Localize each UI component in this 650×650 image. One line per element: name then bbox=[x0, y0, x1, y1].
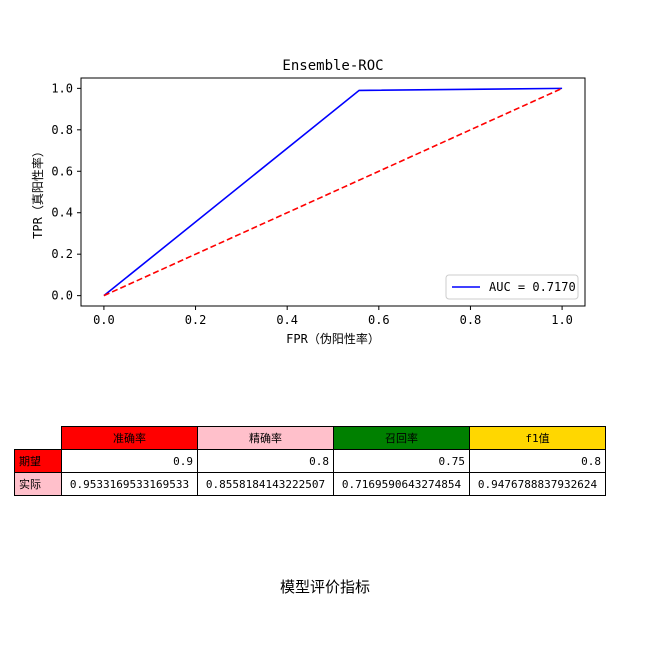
series-layer bbox=[103, 87, 563, 297]
table-cell: 0.8558184143222507 bbox=[197, 472, 334, 496]
column-header-f1: f1值 bbox=[469, 426, 606, 450]
column-header-recall: 召回率 bbox=[333, 426, 470, 450]
table-cell: 0.9476788837932624 bbox=[469, 472, 606, 496]
x-tick-label: 0.0 bbox=[93, 313, 115, 327]
y-tick-label: 0.0 bbox=[51, 289, 73, 303]
y-tick-label: 0.2 bbox=[51, 247, 73, 261]
table-cell: 0.8 bbox=[469, 449, 606, 473]
legend: AUC = 0.7170 bbox=[445, 274, 579, 300]
table-cell: 0.9 bbox=[61, 449, 198, 473]
x-tick-label: 0.2 bbox=[185, 313, 207, 327]
y-tick-label: 1.0 bbox=[51, 81, 73, 95]
table-corner bbox=[15, 427, 62, 450]
roc-chart: Ensemble-ROC FPR（伪阳性率） TPR（真阳性率） 0.0 0.2 0… bbox=[30, 58, 586, 346]
y-tick-label: 0.4 bbox=[51, 206, 73, 220]
roc-curve-line bbox=[103, 87, 563, 297]
table-header-row: 准确率 精确率 召回率 f1值 bbox=[15, 426, 606, 450]
column-header-precision: 精确率 bbox=[197, 426, 334, 450]
table-cell: 0.7169590643274854 bbox=[333, 472, 470, 496]
x-tick-label: 1.0 bbox=[551, 313, 573, 327]
chart-title: Ensemble-ROC bbox=[282, 58, 383, 74]
table-row: 实际 0.9533169533169533 0.8558184143222507… bbox=[14, 472, 606, 496]
table-caption: 模型评价指标 bbox=[279, 578, 370, 596]
table-cell: 0.9533169533169533 bbox=[61, 472, 198, 496]
row-header-expected: 期望 bbox=[14, 449, 62, 473]
column-header-accuracy: 准确率 bbox=[61, 426, 198, 450]
table-row: 期望 0.9 0.8 0.75 0.8 bbox=[14, 449, 606, 473]
x-axis-ticks: 0.0 0.2 0.4 0.6 0.8 1.0 bbox=[93, 306, 573, 327]
chance-diagonal-line bbox=[103, 87, 563, 297]
row-header-actual: 实际 bbox=[14, 472, 62, 496]
y-tick-label: 0.8 bbox=[51, 123, 73, 137]
x-tick-label: 0.6 bbox=[368, 313, 390, 327]
y-axis-ticks: 0.0 0.2 0.4 0.6 0.8 1.0 bbox=[51, 81, 81, 303]
x-tick-label: 0.4 bbox=[276, 313, 298, 327]
table-cell: 0.8 bbox=[197, 449, 334, 473]
legend-box bbox=[445, 274, 579, 300]
y-tick-label: 0.6 bbox=[51, 164, 73, 178]
x-axis-label: FPR（伪阳性率） bbox=[286, 331, 380, 346]
metrics-table: 准确率 精确率 召回率 f1值 期望 0.9 0.8 0.75 0.8 实际 0… bbox=[14, 426, 606, 496]
y-axis-label: TPR（真阳性率） bbox=[30, 145, 45, 239]
x-tick-label: 0.8 bbox=[460, 313, 482, 327]
table-cell: 0.75 bbox=[333, 449, 470, 473]
legend-label: AUC = 0.7170 bbox=[489, 280, 576, 294]
